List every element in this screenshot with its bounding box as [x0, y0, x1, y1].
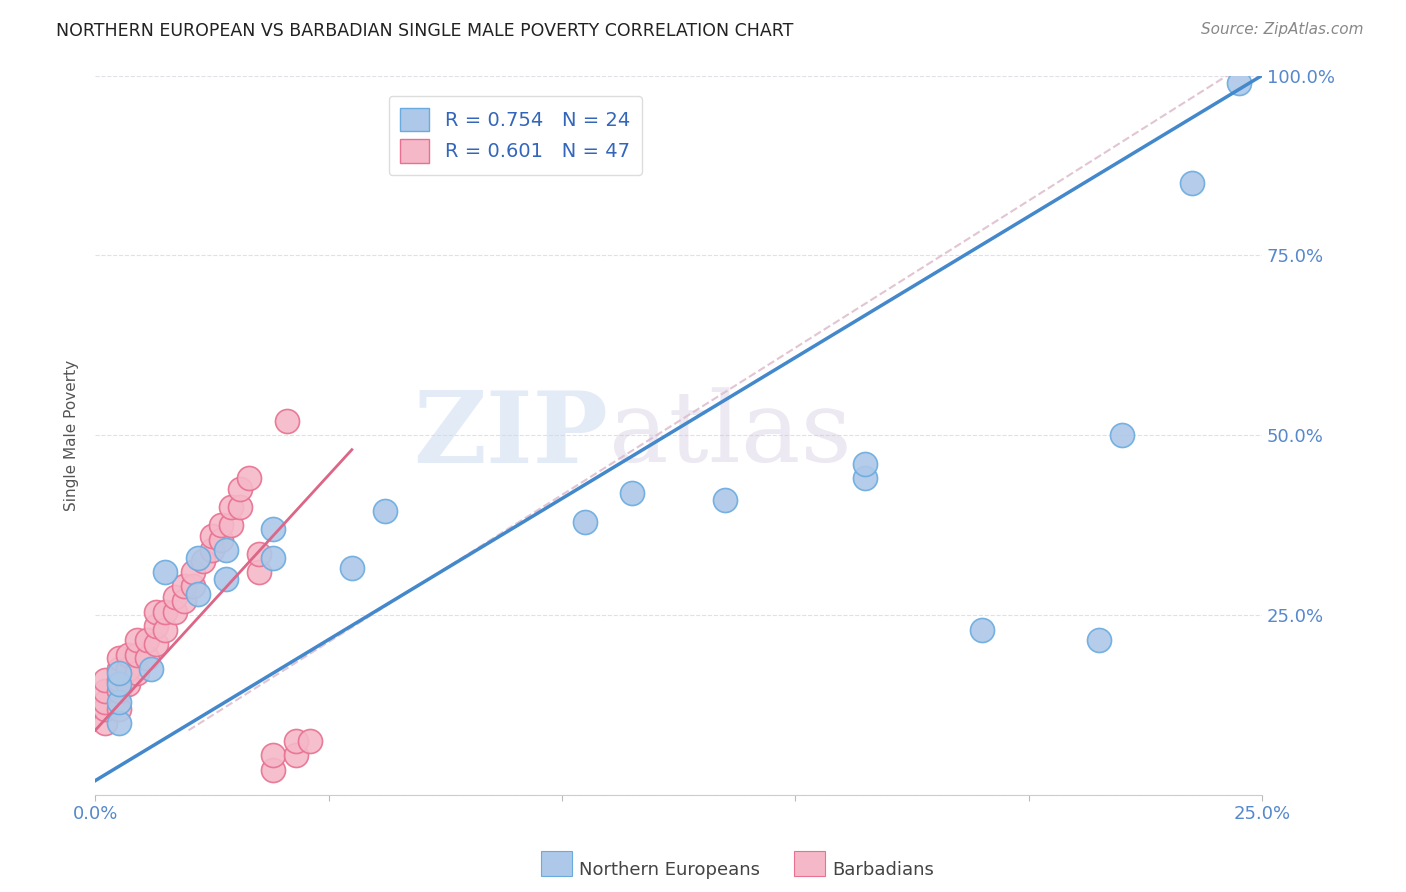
Text: atlas: atlas: [609, 387, 851, 483]
Point: [262, 748, 284, 763]
Point: [117, 648, 139, 662]
Point: [141, 662, 163, 676]
Point: [620, 486, 643, 500]
Point: [215, 543, 238, 558]
Point: [107, 651, 129, 665]
Point: [93, 683, 115, 698]
Point: [117, 676, 139, 690]
Point: [373, 504, 395, 518]
Text: Barbadians: Barbadians: [832, 861, 934, 879]
Point: [153, 605, 176, 619]
Point: [209, 533, 232, 547]
Point: [173, 579, 195, 593]
Point: [181, 565, 204, 579]
Point: [107, 673, 129, 687]
Point: [107, 676, 129, 690]
Point: [262, 550, 284, 565]
Point: [187, 586, 209, 600]
Point: [135, 633, 157, 648]
Point: [219, 500, 242, 515]
Point: [298, 734, 321, 748]
Point: [93, 702, 115, 716]
Text: Northern Europeans: Northern Europeans: [579, 861, 761, 879]
Point: [1181, 177, 1204, 191]
Point: [1227, 76, 1250, 90]
Point: [191, 554, 214, 568]
Point: [574, 515, 596, 529]
Point: [201, 543, 224, 558]
Point: [853, 457, 876, 471]
Point: [117, 662, 139, 676]
Point: [340, 561, 363, 575]
Point: [1087, 633, 1109, 648]
Point: [1111, 428, 1133, 442]
Point: [93, 673, 115, 687]
Text: NORTHERN EUROPEAN VS BARBADIAN SINGLE MALE POVERTY CORRELATION CHART: NORTHERN EUROPEAN VS BARBADIAN SINGLE MA…: [56, 22, 793, 40]
Point: [219, 518, 242, 533]
Point: [714, 493, 737, 508]
Point: [215, 572, 238, 586]
Point: [201, 529, 224, 543]
Point: [187, 550, 209, 565]
Point: [127, 665, 149, 680]
Legend: R = 0.754   N = 24, R = 0.601   N = 47: R = 0.754 N = 24, R = 0.601 N = 47: [388, 96, 643, 175]
Point: [970, 623, 993, 637]
Y-axis label: Single Male Poverty: Single Male Poverty: [65, 359, 79, 511]
Point: [229, 500, 252, 515]
Point: [93, 716, 115, 731]
Point: [107, 702, 129, 716]
Point: [238, 471, 260, 485]
Point: [163, 590, 186, 604]
Point: [107, 694, 129, 708]
Point: [284, 734, 307, 748]
Point: [107, 665, 129, 680]
Point: [135, 651, 157, 665]
Point: [127, 633, 149, 648]
Point: [853, 471, 876, 485]
Point: [262, 522, 284, 536]
Point: [145, 637, 167, 651]
Text: Source: ZipAtlas.com: Source: ZipAtlas.com: [1201, 22, 1364, 37]
Point: [153, 565, 176, 579]
Point: [107, 716, 129, 731]
Point: [107, 683, 129, 698]
Point: [284, 748, 307, 763]
Point: [145, 619, 167, 633]
Point: [145, 605, 167, 619]
Point: [163, 605, 186, 619]
Point: [93, 694, 115, 708]
Point: [247, 565, 270, 579]
Point: [229, 482, 252, 496]
Point: [107, 662, 129, 676]
Point: [181, 579, 204, 593]
Point: [247, 547, 270, 561]
Point: [153, 623, 176, 637]
Point: [127, 648, 149, 662]
Point: [209, 518, 232, 533]
Point: [276, 414, 298, 428]
Point: [173, 594, 195, 608]
Text: ZIP: ZIP: [413, 387, 609, 483]
Point: [262, 763, 284, 777]
